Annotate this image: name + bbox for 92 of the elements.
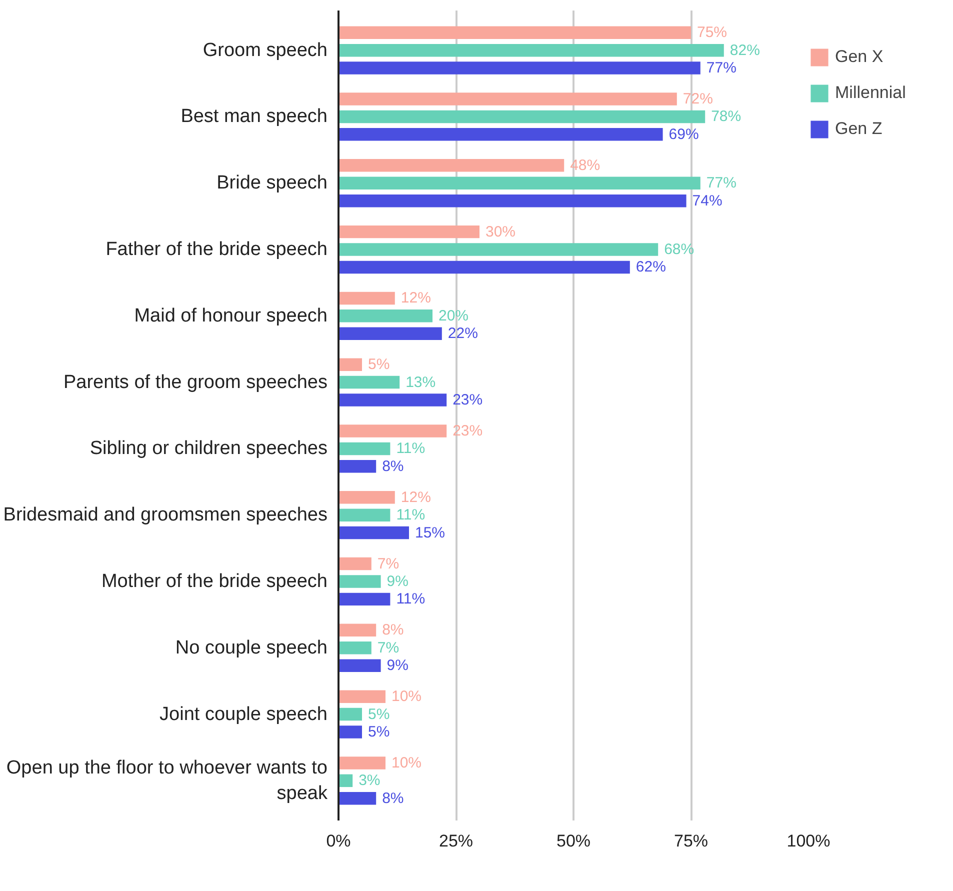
data-label: 7%: [377, 639, 400, 656]
data-label: 78%: [711, 108, 742, 126]
data-label: 10%: [392, 754, 422, 772]
bar: [338, 526, 409, 540]
y-tick-label: Best man speech: [180, 106, 328, 128]
bar: [338, 508, 390, 522]
x-tick-label: 100%: [786, 832, 830, 850]
data-label: 23%: [452, 422, 483, 440]
bar: [338, 424, 447, 438]
bar: [338, 194, 686, 208]
bar: [338, 358, 362, 371]
x-tick-label: 75%: [674, 832, 708, 850]
data-label: 9%: [386, 572, 408, 590]
data-label: 15%: [415, 524, 446, 542]
bar: [338, 376, 400, 389]
data-label: 77%: [706, 60, 736, 77]
data-label: 5%: [368, 706, 390, 723]
data-label: 72%: [682, 90, 713, 108]
data-label: 74%: [692, 192, 722, 210]
bar: [338, 310, 432, 322]
data-label: 8%: [382, 622, 404, 639]
data-label: 30%: [486, 223, 516, 240]
data-label: 62%: [636, 258, 666, 276]
bar: [338, 128, 663, 141]
data-label: 77%: [706, 174, 736, 192]
bar: [338, 726, 362, 738]
data-label: 11%: [396, 506, 426, 524]
data-label: 69%: [668, 126, 699, 143]
bar: [338, 774, 353, 788]
data-label: 68%: [664, 241, 694, 258]
bar: [338, 110, 706, 124]
data-label: 48%: [570, 156, 600, 174]
bar: [338, 243, 658, 256]
bar: [338, 460, 376, 473]
legend-label: Millennial: [835, 83, 906, 103]
y-tick-label: Joint couple speech: [160, 704, 328, 725]
y-tick-label: No couple speech: [175, 637, 328, 658]
data-label: 11%: [396, 590, 426, 608]
bar: [338, 225, 480, 238]
bar: [338, 92, 677, 106]
y-tick-label: Mother of the bride speech: [101, 570, 328, 592]
bar: [338, 624, 376, 637]
data-label: 10%: [392, 688, 422, 706]
bar: [338, 756, 386, 770]
data-label: 11%: [396, 440, 426, 458]
bar: [338, 792, 376, 805]
y-tick-label: Parents of the groom speeches: [63, 372, 328, 393]
legend-label: Gen Z: [835, 119, 882, 139]
bar: [338, 260, 630, 274]
bar: [338, 491, 395, 504]
x-tick-label: 50%: [556, 832, 591, 850]
data-label: 82%: [730, 42, 760, 59]
data-label: 12%: [400, 290, 431, 307]
bar: [338, 394, 447, 406]
x-tick-label: 0%: [326, 832, 351, 850]
data-label: 20%: [438, 307, 469, 324]
data-label: 9%: [386, 657, 408, 674]
bar: [338, 442, 390, 456]
bar: [338, 575, 381, 588]
y-tick-label: Bride speech: [216, 172, 328, 194]
legend-label: Gen X: [835, 47, 884, 67]
bar: [338, 690, 386, 703]
data-label: 5%: [368, 723, 390, 740]
data-label: 23%: [452, 392, 483, 409]
data-label: 8%: [382, 790, 404, 807]
bar: [338, 44, 724, 57]
y-tick-label: Father of the bride speech: [106, 239, 328, 260]
y-tick-label: Bridesmaid and groomsmen speeches: [3, 504, 328, 526]
bar: [338, 26, 691, 40]
bar: [338, 292, 395, 305]
bar: [338, 327, 442, 340]
bar: [338, 642, 372, 654]
bar: [338, 659, 381, 672]
x-tick-label: 25%: [438, 832, 474, 850]
data-label: 13%: [406, 374, 436, 391]
y-tick-label: Maid of honour speech: [134, 305, 328, 326]
bar: [338, 159, 564, 172]
bar: [338, 176, 700, 190]
data-label: 22%: [448, 325, 478, 342]
y-tick-label: Sibling or children speeches: [90, 438, 328, 460]
y-tick-label: Groom speech: [202, 40, 328, 61]
data-label: 12%: [400, 488, 431, 506]
y-tick-label: Open up the floor to whoever wants to speak: [6, 758, 328, 804]
data-label: 5%: [368, 356, 390, 374]
bar: [338, 592, 390, 606]
bar: [338, 557, 372, 570]
bar: [338, 708, 362, 721]
data-label: 3%: [358, 772, 380, 790]
data-label: 8%: [382, 458, 404, 475]
data-label: 75%: [697, 24, 728, 42]
data-label: 7%: [377, 555, 400, 572]
bar: [338, 62, 700, 74]
